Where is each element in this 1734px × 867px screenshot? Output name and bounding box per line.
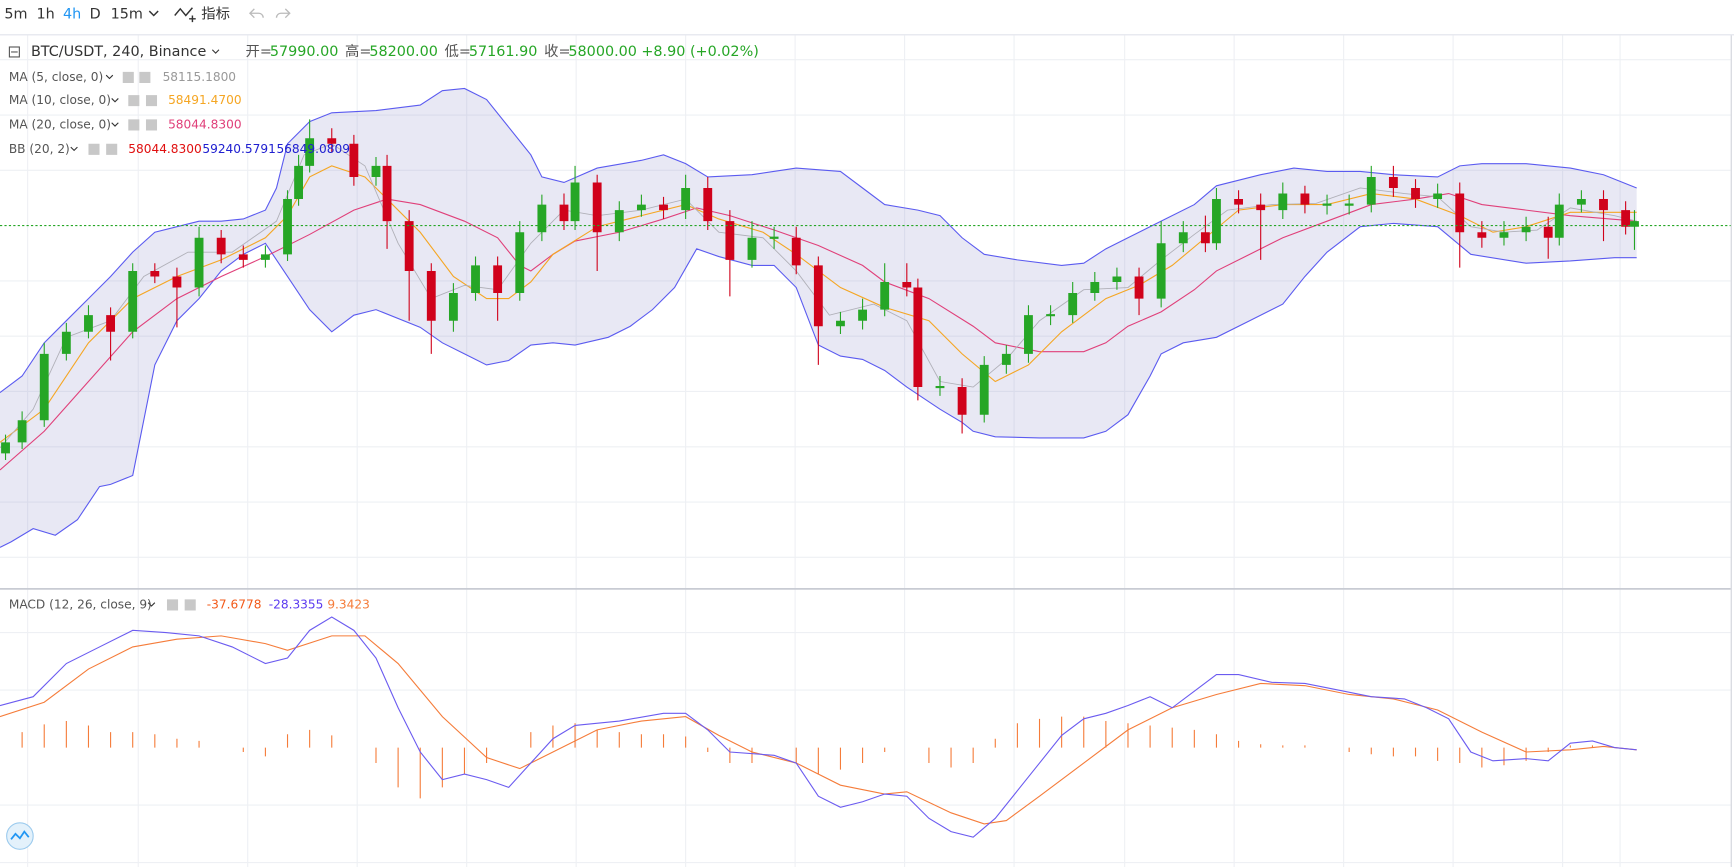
ohlc-label: 低= bbox=[445, 43, 471, 60]
ohlc-label: 开= bbox=[246, 44, 272, 60]
macd-name[interactable]: MACD (12, 26, close, 9) bbox=[9, 597, 152, 611]
interval-dropdown[interactable] bbox=[148, 10, 159, 17]
ohlc-value: 58000.00 bbox=[568, 44, 637, 60]
ohlc-label: 收= bbox=[544, 43, 570, 60]
macd-line bbox=[0, 616, 1637, 838]
indicator-value: 58044.8300 bbox=[168, 117, 241, 131]
legend: BTC/USDT, 240, Binance 开= 57990.00 高= 58… bbox=[8, 43, 759, 611]
ma20-line bbox=[0, 192, 1637, 471]
ohlc-value: 57990.00 bbox=[270, 44, 339, 60]
symbol-dropdown[interactable] bbox=[211, 49, 220, 54]
logo[interactable] bbox=[6, 822, 34, 850]
toolbar: 5m 1h 4h D 15m 指标 bbox=[4, 5, 291, 23]
redo-button[interactable] bbox=[275, 8, 291, 19]
interval-button[interactable]: 1h bbox=[36, 6, 54, 22]
indicator-dropdowns[interactable] bbox=[70, 74, 156, 607]
indicator-name[interactable]: BB (20, 2) bbox=[9, 142, 70, 156]
interval-button[interactable]: 15m bbox=[111, 6, 143, 22]
ohlc-label: 高= bbox=[345, 43, 371, 60]
indicator-name[interactable]: MA (5, close, 0) bbox=[9, 70, 103, 84]
ma10-line bbox=[0, 165, 1637, 443]
horizontal-grid bbox=[0, 59, 1731, 864]
symbol-label[interactable]: BTC/USDT, 240, Binance bbox=[31, 44, 206, 60]
indicator-value: 56849.0809 bbox=[276, 142, 349, 156]
logo-icon bbox=[10, 830, 30, 840]
undo-button[interactable] bbox=[248, 8, 264, 19]
price-change: +8.90 (+0.02%) bbox=[641, 44, 758, 60]
macd-histogram bbox=[21, 716, 1594, 799]
indicator-value: 58115.1800 bbox=[163, 70, 236, 84]
bollinger-upper bbox=[0, 87, 1637, 394]
macd-value: 9.3423 bbox=[327, 597, 370, 611]
macd-signal-line bbox=[0, 635, 1637, 825]
ohlc-value: 57161.90 bbox=[469, 44, 538, 60]
indicators-button[interactable]: 指标 bbox=[201, 5, 230, 22]
indicator-icon[interactable] bbox=[174, 7, 196, 23]
indicator-value: 58044.8300 bbox=[128, 142, 201, 156]
ohlc-value: 58200.00 bbox=[369, 44, 438, 60]
indicator-name[interactable]: MA (10, close, 0) bbox=[9, 93, 111, 107]
interval-button[interactable]: D bbox=[90, 6, 101, 22]
grid bbox=[0, 34, 1734, 867]
macd-value: -37.6778 bbox=[207, 597, 262, 611]
macd-value: -28.3355 bbox=[269, 597, 324, 611]
indicator-value: 59240.5791 bbox=[202, 142, 275, 156]
vertical-grid bbox=[27, 35, 1621, 867]
interval-button[interactable]: 5m bbox=[4, 6, 27, 22]
interval-button[interactable]: 4h bbox=[63, 6, 81, 22]
ma5-line bbox=[0, 143, 1637, 449]
collapse-button[interactable] bbox=[8, 46, 20, 58]
indicator-name[interactable]: MA (20, close, 0) bbox=[9, 117, 111, 131]
indicator-value: 58491.4700 bbox=[168, 93, 241, 107]
